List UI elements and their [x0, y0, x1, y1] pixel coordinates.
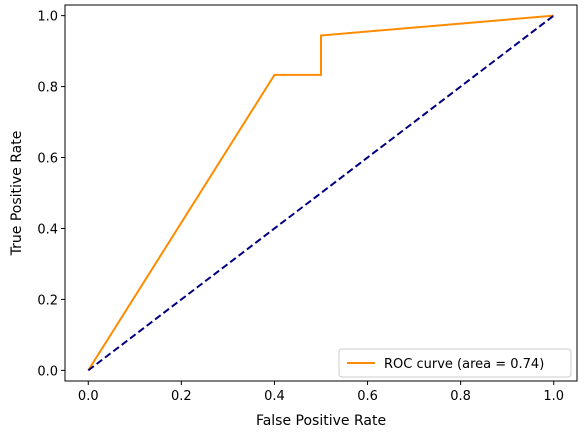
x-tick-label: 0.4: [264, 389, 285, 404]
y-axis-label: True Positive Rate: [9, 131, 25, 257]
x-axis-label: False Positive Rate: [256, 413, 386, 429]
y-tick-label: 0.6: [37, 152, 58, 167]
y-tick-label: 0.8: [37, 81, 58, 96]
chance-diagonal-line: [87, 14, 555, 372]
x-tick-label: 0.0: [78, 389, 99, 404]
legend-label: ROC curve (area = 0.74): [384, 357, 544, 372]
plot-frame: [64, 4, 578, 382]
x-tick-label: 0.2: [171, 389, 192, 404]
x-tick-label: 0.8: [450, 389, 471, 404]
roc-curve-line: [87, 14, 554, 371]
series-layer: [87, 14, 555, 372]
legend: ROC curve (area = 0.74): [338, 348, 572, 378]
y-tick-label: 0.0: [37, 364, 58, 379]
x-tick-label: 0.6: [357, 389, 378, 404]
y-tick-label: 1.0: [37, 10, 58, 25]
x-axis-ticks: 0.0 0.2 0.4 0.6 0.8 1.0: [78, 381, 564, 404]
x-tick-label: 1.0: [543, 389, 564, 404]
legend-box: [338, 348, 572, 378]
y-tick-label: 0.4: [37, 222, 58, 237]
y-axis-ticks: 0.0 0.2 0.4 0.6 0.8 1.0: [37, 10, 65, 379]
y-tick-label: 0.2: [37, 293, 58, 308]
